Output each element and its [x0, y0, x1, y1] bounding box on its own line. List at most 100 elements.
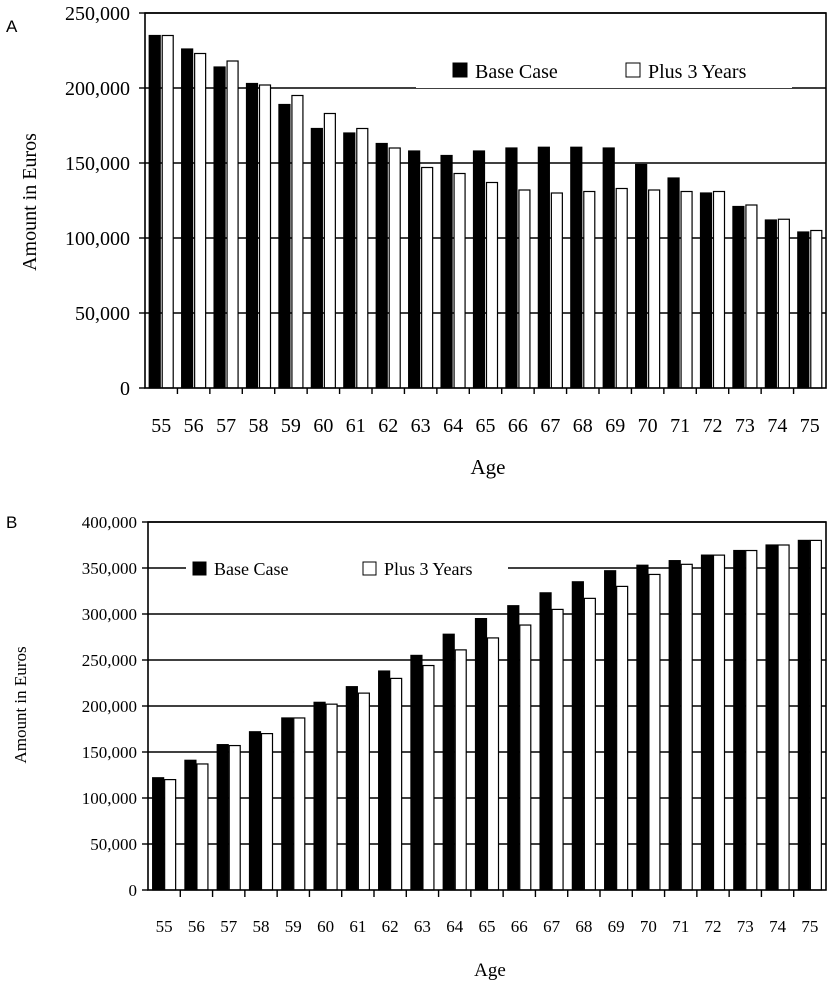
bar-base-case-57	[216, 744, 229, 891]
panel-a-legend: Base Case Plus 3 Years	[416, 58, 792, 88]
x-tick-label: 56	[184, 415, 204, 437]
bar-plus-3-years-55	[161, 34, 174, 389]
bar-plus-3-years-56	[194, 52, 207, 389]
bar-plus-3-years-73	[745, 549, 758, 891]
bar-base-case-69	[602, 147, 615, 389]
x-tick-label: 63	[414, 917, 431, 936]
bar-base-case-56	[184, 759, 197, 891]
x-tick-label: 65	[476, 415, 496, 437]
bar-base-case-60	[310, 127, 323, 389]
bar-base-case-60	[313, 701, 326, 891]
x-tick-label: 55	[151, 415, 171, 437]
bar-base-case-71	[668, 560, 681, 891]
panel-a: A 0 50,000 100,000 150,000 200,000 250,000 55…	[6, 3, 827, 479]
bar-plus-3-years-74	[777, 544, 790, 891]
y-tick-label: 300,000	[82, 605, 137, 624]
bar-plus-3-years-57	[228, 744, 241, 891]
plot-frame	[144, 12, 827, 389]
y-tick-label: 150,000	[65, 153, 130, 175]
panel-b-y-axis-label: Amount in Euros	[11, 646, 30, 763]
bar-base-case-58	[248, 731, 262, 891]
bar-plus-3-years-75	[809, 539, 822, 891]
x-tick-label: 70	[640, 917, 657, 936]
bar-base-case-67	[537, 146, 550, 389]
x-tick-label: 58	[253, 917, 270, 936]
x-tick-label: 68	[575, 917, 592, 936]
bar-base-case-71	[667, 177, 680, 389]
bar-base-case-65	[474, 617, 488, 891]
x-tick-label: 72	[703, 415, 723, 437]
bar-base-case-69	[604, 570, 617, 891]
panel-b-legend-swatch-plus-3-years	[362, 561, 377, 576]
bar-plus-3-years-56	[196, 763, 209, 891]
y-tick-label: 0	[120, 378, 130, 400]
panel-a-legend-background	[416, 58, 792, 88]
bar-base-case-55	[152, 777, 165, 891]
x-tick-label: 69	[608, 917, 625, 936]
bar-plus-3-years-64	[453, 172, 466, 389]
bar-plus-3-years-60	[323, 112, 336, 389]
bar-base-case-68	[571, 581, 584, 891]
x-tick-label: 61	[346, 415, 366, 437]
bar-base-case-67	[539, 592, 552, 891]
bar-plus-3-years-62	[390, 677, 403, 891]
panel-a-bars	[148, 34, 823, 389]
bar-base-case-58	[245, 82, 259, 389]
bar-plus-3-years-72	[712, 190, 726, 389]
bar-plus-3-years-68	[583, 190, 596, 389]
bar-base-case-61	[345, 686, 358, 891]
x-tick-label: 75	[801, 917, 818, 936]
x-tick-label: 67	[540, 415, 560, 437]
bar-base-case-70	[635, 163, 648, 389]
x-tick-label: 63	[411, 415, 431, 437]
x-tick-label: 59	[281, 415, 301, 437]
bar-base-case-74	[764, 219, 777, 389]
x-tick-label: 72	[705, 917, 722, 936]
x-tick-label: 62	[378, 415, 398, 437]
bar-plus-3-years-75	[810, 229, 823, 389]
x-tick-label: 65	[479, 917, 496, 936]
bar-plus-3-years-59	[293, 717, 306, 891]
bar-base-case-66	[505, 147, 518, 389]
bar-plus-3-years-71	[680, 563, 693, 891]
x-tick-label: 64	[446, 917, 464, 936]
bar-plus-3-years-58	[258, 84, 272, 389]
bar-plus-3-years-63	[422, 664, 435, 891]
x-tick-label: 57	[220, 917, 238, 936]
panel-a-legend-label-plus-3-years: Plus 3 Years	[648, 61, 747, 83]
x-tick-label: 60	[313, 415, 333, 437]
bar-plus-3-years-61	[357, 692, 370, 891]
bar-plus-3-years-58	[260, 732, 274, 891]
panel-b-axes	[142, 521, 827, 897]
panel-b-legend-background	[186, 557, 508, 583]
panel-b-x-tick-labels: 55 56 57 58 59 60 61 62 63 64 65 66 67 68 69 70 71 72 73 74…	[156, 917, 819, 936]
x-tick-label: 66	[508, 415, 528, 437]
panel-a-y-axis-label: Amount in Euros	[19, 133, 41, 271]
bar-base-case-74	[765, 544, 778, 891]
y-tick-label: 250,000	[65, 3, 130, 25]
x-tick-label: 68	[573, 415, 593, 437]
bar-plus-3-years-68	[583, 597, 596, 891]
panel-a-legend-swatch-plus-3-years	[625, 62, 641, 78]
y-tick-label: 200,000	[65, 78, 130, 100]
bar-plus-3-years-62	[388, 147, 401, 389]
panel-b-legend-label-base-case: Base Case	[214, 559, 288, 579]
bar-base-case-73	[732, 205, 745, 389]
panel-b-y-tick-labels: 0 50,000 100,000 150,000 200,000 250,000 300,0…	[82, 513, 137, 900]
bar-plus-3-years-61	[356, 127, 369, 389]
bar-plus-3-years-65	[486, 637, 500, 891]
bar-plus-3-years-74	[777, 218, 790, 389]
x-tick-label: 64	[443, 415, 463, 437]
x-tick-label: 60	[317, 917, 334, 936]
bar-base-case-72	[700, 554, 714, 891]
panel-a-letter: A	[6, 17, 18, 36]
x-tick-label: 74	[769, 917, 787, 936]
x-tick-label: 66	[511, 917, 528, 936]
x-tick-label: 61	[349, 917, 366, 936]
x-tick-label: 55	[156, 917, 173, 936]
bar-base-case-57	[213, 66, 226, 389]
panel-a-x-axis-label: Age	[471, 455, 506, 479]
bar-base-case-64	[442, 633, 455, 891]
x-tick-label: 69	[605, 415, 625, 437]
